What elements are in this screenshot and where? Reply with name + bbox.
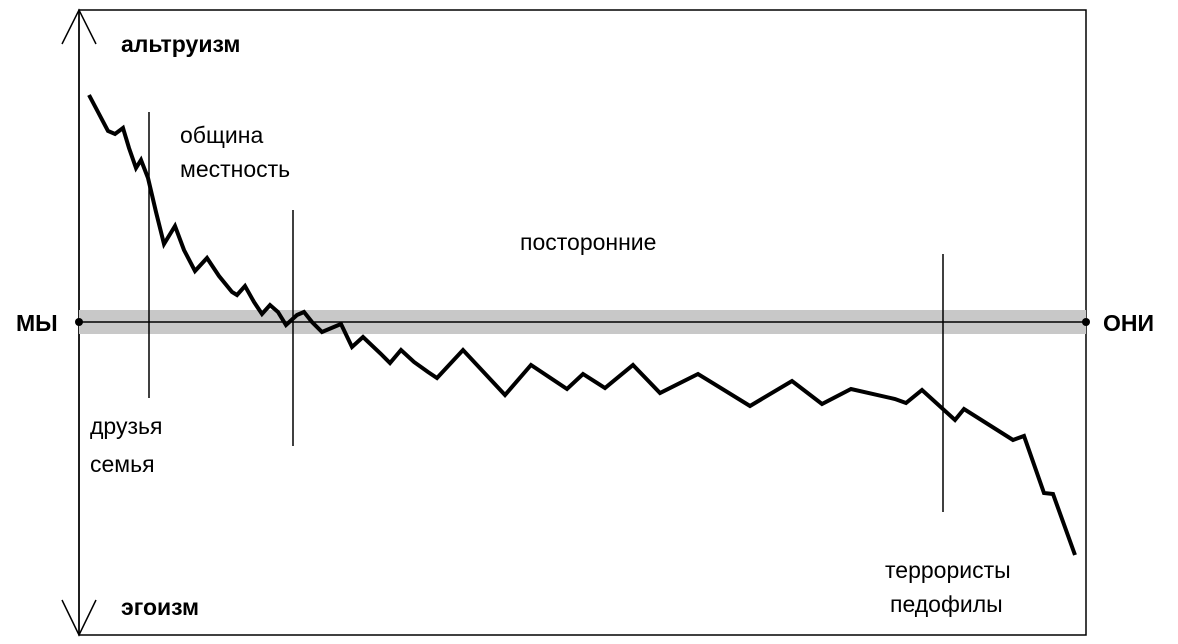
arrow-down-icon [61, 599, 97, 637]
altruism-label: альтруизм [121, 31, 240, 57]
zone-outsiders-label: посторонние [520, 229, 656, 255]
zone-community-line1: община [180, 122, 263, 148]
they-label: ОНИ [1103, 310, 1154, 336]
zone-family-line2: семья [90, 451, 155, 477]
zone-pedophiles-line2: педофилы [890, 591, 1003, 617]
they-point [1082, 318, 1090, 326]
we-label: МЫ [16, 310, 58, 336]
arrow-up-icon [61, 8, 97, 45]
altruism-curve [87, 94, 1077, 556]
zone-locality-line2: местность [180, 156, 290, 182]
we-point [75, 318, 83, 326]
zone-friends-line1: друзья [90, 413, 162, 439]
zone-terrorists-line1: террористы [885, 557, 1011, 583]
egoism-label: эгоизм [121, 594, 199, 620]
